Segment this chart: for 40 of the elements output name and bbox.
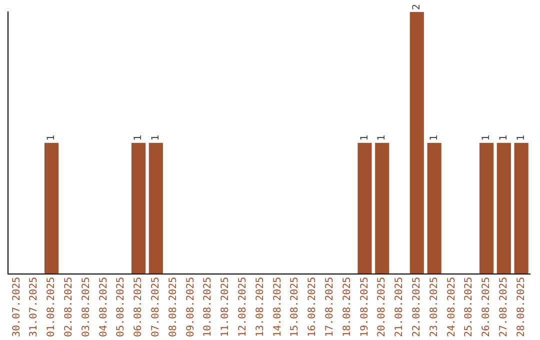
data-label: 2	[411, 4, 422, 10]
x-tick-label: 27.08.2025	[498, 276, 510, 338]
x-tick-label: 22.08.2025	[411, 276, 422, 338]
data-label: 1	[359, 134, 370, 141]
x-tick-label: 30.07.2025	[11, 276, 22, 338]
x-tick-label: 20.08.2025	[376, 276, 388, 338]
x-tick-label: 15.08.2025	[290, 276, 301, 338]
data-label: 1	[46, 134, 58, 141]
x-tick-label: 13.08.2025	[254, 276, 266, 338]
x-tick-label: 05.08.2025	[116, 276, 127, 338]
data-label: 1	[133, 134, 144, 141]
x-tick-label: 26.08.2025	[481, 276, 492, 338]
x-tick-label: 19.08.2025	[359, 276, 370, 338]
x-tick-label: 04.08.2025	[98, 276, 110, 338]
x-tick-label: 06.08.2025	[133, 276, 144, 338]
x-tick-label: 09.08.2025	[185, 276, 196, 338]
x-tick-label: 01.08.2025	[46, 276, 58, 338]
data-label: 1	[150, 134, 162, 141]
data-label: 1	[516, 134, 527, 141]
x-tick-label: 16.08.2025	[307, 276, 318, 338]
x-tick-label: 03.08.2025	[80, 276, 92, 338]
x-tick-label: 24.08.2025	[446, 276, 458, 338]
x-tick-label: 07.08.2025	[150, 276, 162, 338]
data-label: 1	[498, 134, 510, 141]
x-tick-label: 21.08.2025	[394, 276, 406, 338]
x-tick-label: 25.08.2025	[464, 276, 475, 338]
data-label: 1	[376, 134, 388, 141]
x-tick-label: 23.08.2025	[428, 276, 440, 338]
x-tick-label: 11.08.2025	[220, 276, 232, 338]
x-tick-label: 02.08.2025	[63, 276, 74, 338]
data-label: 1	[428, 134, 440, 141]
x-tick-label: 28.08.2025	[516, 276, 527, 338]
x-tick-label: 08.08.2025	[168, 276, 179, 338]
data-label: 1	[481, 134, 492, 141]
x-tick-label: 12.08.2025	[237, 276, 248, 338]
x-tick-label: 14.08.2025	[272, 276, 284, 338]
x-tick-label: 10.08.2025	[202, 276, 214, 338]
x-tick-label: 31.07.2025	[28, 276, 40, 338]
x-tick-label: 18.08.2025	[342, 276, 353, 338]
x-tick-label: 17.08.2025	[324, 276, 336, 338]
